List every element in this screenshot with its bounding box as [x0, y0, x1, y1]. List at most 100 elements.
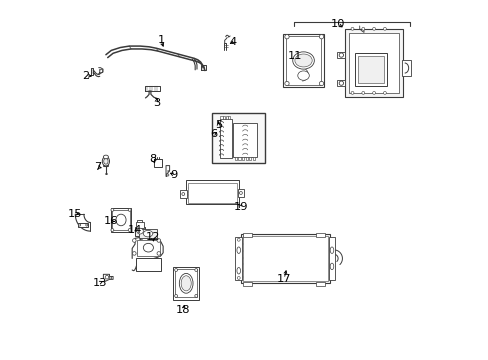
- Bar: [348, 33, 399, 93]
- Bar: [249, 157, 251, 160]
- Bar: [188, 183, 237, 203]
- Bar: [234, 157, 237, 160]
- Bar: [135, 227, 145, 236]
- Ellipse shape: [297, 71, 309, 80]
- Circle shape: [319, 81, 323, 86]
- Ellipse shape: [292, 52, 314, 69]
- Circle shape: [383, 91, 386, 94]
- Circle shape: [166, 174, 168, 176]
- Text: 14: 14: [128, 225, 142, 235]
- Text: 3: 3: [152, 98, 160, 108]
- Bar: [355, 53, 386, 86]
- Text: 19: 19: [233, 202, 247, 212]
- Text: 13: 13: [92, 278, 107, 288]
- Bar: [220, 119, 231, 158]
- Text: 17: 17: [276, 274, 291, 284]
- Text: 16: 16: [104, 216, 118, 226]
- Circle shape: [239, 192, 242, 194]
- Bar: [238, 157, 240, 160]
- Bar: [252, 157, 254, 160]
- Text: 12: 12: [145, 232, 160, 242]
- Circle shape: [132, 252, 136, 255]
- Circle shape: [105, 275, 108, 279]
- Circle shape: [174, 269, 177, 271]
- Bar: [136, 258, 161, 271]
- Circle shape: [361, 27, 364, 30]
- Bar: [245, 157, 247, 160]
- Text: 1: 1: [157, 35, 164, 45]
- Circle shape: [361, 91, 364, 94]
- Ellipse shape: [143, 243, 153, 252]
- Text: 11: 11: [287, 51, 302, 61]
- Circle shape: [350, 91, 353, 94]
- Bar: [243, 236, 327, 281]
- Ellipse shape: [179, 274, 193, 293]
- Bar: [186, 180, 239, 204]
- Circle shape: [237, 238, 240, 241]
- Bar: [220, 116, 222, 119]
- Text: 5: 5: [215, 120, 222, 130]
- Ellipse shape: [137, 228, 143, 234]
- Circle shape: [174, 294, 177, 297]
- Ellipse shape: [294, 54, 311, 67]
- Circle shape: [372, 91, 375, 94]
- Bar: [316, 233, 325, 237]
- Circle shape: [157, 239, 160, 242]
- Bar: [110, 208, 131, 232]
- Circle shape: [194, 269, 197, 271]
- Text: 4: 4: [229, 37, 236, 48]
- Ellipse shape: [116, 214, 126, 226]
- Circle shape: [237, 276, 240, 279]
- Circle shape: [383, 27, 386, 30]
- Bar: [243, 282, 251, 286]
- Bar: [136, 222, 143, 228]
- Circle shape: [111, 208, 114, 211]
- Ellipse shape: [103, 155, 108, 159]
- Bar: [344, 29, 402, 97]
- Bar: [337, 52, 345, 58]
- Ellipse shape: [143, 230, 152, 237]
- Text: 9: 9: [170, 170, 178, 180]
- Circle shape: [128, 208, 131, 211]
- Circle shape: [132, 239, 136, 242]
- Bar: [243, 233, 251, 237]
- Text: 10: 10: [330, 19, 345, 30]
- Bar: [328, 237, 334, 280]
- Ellipse shape: [237, 267, 240, 274]
- Bar: [232, 123, 257, 157]
- Bar: [242, 157, 244, 160]
- Bar: [212, 113, 265, 163]
- Text: 15: 15: [67, 209, 81, 219]
- Bar: [112, 210, 129, 230]
- Circle shape: [319, 35, 323, 39]
- Bar: [337, 80, 345, 86]
- Bar: [358, 56, 384, 83]
- Circle shape: [182, 193, 184, 195]
- Bar: [180, 190, 186, 198]
- Bar: [235, 237, 242, 280]
- Circle shape: [194, 294, 197, 297]
- Ellipse shape: [329, 247, 333, 253]
- Text: 18: 18: [176, 305, 190, 315]
- Ellipse shape: [181, 276, 191, 291]
- Ellipse shape: [329, 263, 333, 270]
- Circle shape: [284, 81, 288, 86]
- Ellipse shape: [103, 158, 108, 164]
- Bar: [238, 189, 244, 197]
- Circle shape: [128, 229, 131, 231]
- Bar: [223, 116, 225, 119]
- Bar: [137, 240, 159, 256]
- Ellipse shape: [237, 247, 240, 253]
- Bar: [78, 223, 88, 227]
- Bar: [283, 34, 323, 87]
- Bar: [225, 116, 228, 119]
- Text: 6: 6: [210, 129, 217, 139]
- Bar: [401, 60, 410, 76]
- Bar: [139, 229, 156, 238]
- Circle shape: [79, 224, 81, 226]
- Circle shape: [372, 27, 375, 30]
- Text: 2: 2: [82, 71, 89, 81]
- Bar: [173, 267, 199, 300]
- Text: 7: 7: [94, 162, 101, 172]
- Bar: [285, 36, 321, 85]
